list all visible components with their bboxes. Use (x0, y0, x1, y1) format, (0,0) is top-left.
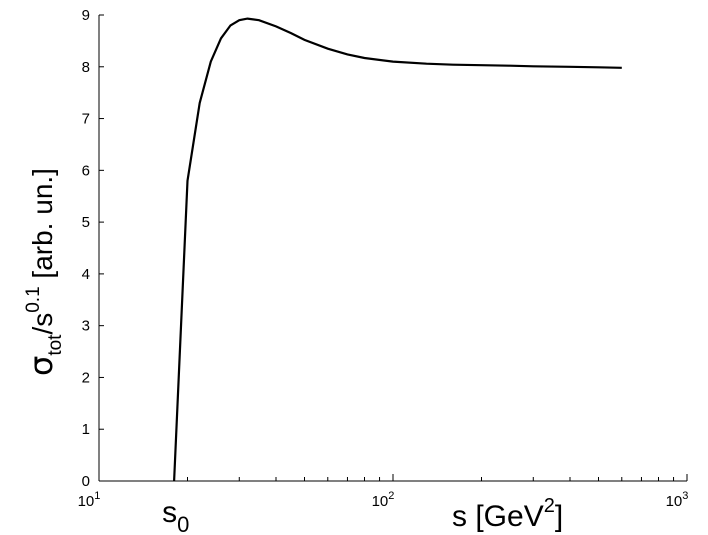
x-tick-label: 103 (666, 490, 689, 510)
x-tick-label: 101 (78, 490, 101, 510)
series-line (173, 17, 622, 482)
y-tick-label: 0 (82, 473, 90, 490)
y-axis-label: σtot/s0.1 [arb. un.] (22, 168, 66, 376)
x-tick-label: 102 (372, 490, 395, 510)
annotation-base: s (162, 496, 177, 529)
y-tick-label: 7 (82, 111, 90, 128)
y-axis-label-sigma: σ (22, 356, 60, 376)
y-tick-label: 4 (82, 266, 90, 283)
y-axis-label-sup: 0.1 (23, 286, 44, 312)
y-tick-label: 3 (82, 318, 90, 335)
svg-text:s0: s0 (162, 496, 189, 535)
y-tick-label: 6 (82, 162, 90, 179)
y-axis-label-sub: tot (45, 334, 66, 356)
x-axis-label: s [GeV2] (452, 495, 563, 533)
y-axis-label-tail: [arb. un.] (27, 168, 58, 286)
plot-area (173, 17, 622, 482)
x-axis-label-main: s [GeV (452, 500, 544, 533)
y-axis-label-mid: /s (27, 313, 58, 335)
x-axis-label-sup: 2 (544, 495, 555, 517)
annotation-sub: 0 (177, 512, 189, 535)
y-tick-label: 5 (82, 214, 90, 231)
annotation-s0: s0 (162, 496, 189, 535)
y-tick-label: 1 (82, 421, 90, 438)
y-tick-label: 9 (82, 7, 90, 24)
x-axis-label-close: ] (555, 500, 563, 533)
axes: 0 1 2 3 4 5 6 7 8 9 101 102 103 (78, 7, 689, 510)
y-tick-label: 2 (82, 369, 90, 386)
y-tick-label: 8 (82, 59, 90, 76)
